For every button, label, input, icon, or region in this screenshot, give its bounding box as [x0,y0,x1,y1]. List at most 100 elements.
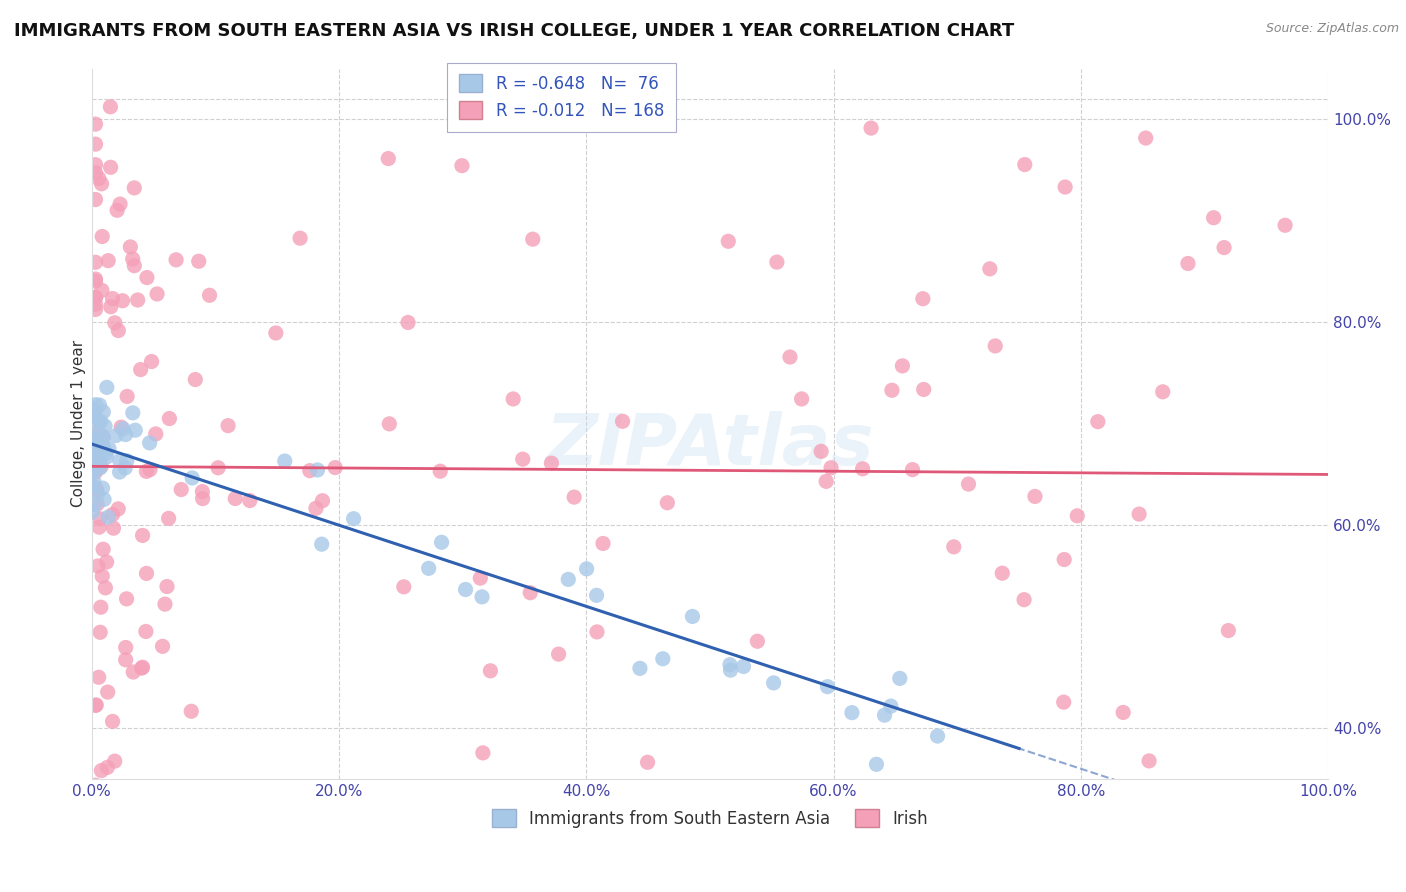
Point [865,757,887,772]
Point [82,505,104,519]
Point [180,704,202,718]
Point [912,383,935,397]
Point [86,450,108,464]
Point [519,585,541,599]
Point [181,471,204,485]
Point [114,653,136,667]
Point [1012,592,1035,607]
Point [298,464,321,478]
Point [112,422,135,436]
Point [114,640,136,655]
Point [184,372,207,386]
Point [129,362,152,376]
Point [288,231,311,245]
Point [89,625,111,640]
Point [101,508,124,522]
Point [90,284,112,298]
Point [87,559,110,574]
Point [84,410,107,425]
Point [152,640,174,654]
Point [114,427,136,442]
Point [115,591,138,606]
Point [651,652,673,666]
Point [766,255,789,269]
Point [87,425,110,439]
Point [585,588,607,602]
Point [927,729,949,743]
Point [198,288,221,302]
Point [84,255,107,269]
Point [1054,180,1077,194]
Point [343,512,366,526]
Point [89,520,111,534]
Point [107,324,129,338]
Point [135,464,157,478]
Point [1014,157,1036,171]
Point [84,461,107,475]
Point [96,380,118,394]
Point [1053,552,1076,566]
Point [124,423,146,437]
Point [135,624,157,639]
Point [89,452,111,467]
Point [165,252,187,267]
Point [89,398,111,412]
Point [83,498,105,512]
Point [84,398,107,412]
Point [810,444,832,458]
Point [84,442,107,457]
Point [121,406,143,420]
Point [1066,508,1088,523]
Point [105,203,128,218]
Point [105,428,128,442]
Point [1137,754,1160,768]
Point [108,465,131,479]
Point [93,440,115,454]
Point [139,462,162,476]
Text: Source: ZipAtlas.com: Source: ZipAtlas.com [1265,22,1399,36]
Point [540,456,562,470]
Point [131,528,153,542]
Point [911,292,934,306]
Point [80,445,103,459]
Point [1128,507,1150,521]
Point [880,384,903,398]
Point [957,477,980,491]
Point [512,452,534,467]
Point [115,389,138,403]
Point [557,573,579,587]
Point [121,252,143,266]
Point [891,359,914,373]
Point [889,672,911,686]
Point [94,419,117,434]
Point [90,177,112,191]
Point [984,339,1007,353]
Point [84,698,107,713]
Point [91,430,114,444]
Point [612,414,634,428]
Point [274,454,297,468]
Point [104,316,127,330]
Point [83,405,105,419]
Text: ZIPAtlas: ZIPAtlas [546,410,875,480]
Y-axis label: College, Under 1 year: College, Under 1 year [72,340,86,508]
Point [682,609,704,624]
Point [90,415,112,429]
Point [93,431,115,445]
Point [471,746,494,760]
Point [146,287,169,301]
Point [815,475,838,489]
Point [131,660,153,674]
Point [91,481,114,495]
Point [1135,131,1157,145]
Point [84,463,107,477]
Point [522,232,544,246]
Point [156,580,179,594]
Point [96,450,118,464]
Point [84,297,107,311]
Point [101,714,124,729]
Point [93,492,115,507]
Point [1274,219,1296,233]
Point [84,137,107,152]
Point [104,754,127,768]
